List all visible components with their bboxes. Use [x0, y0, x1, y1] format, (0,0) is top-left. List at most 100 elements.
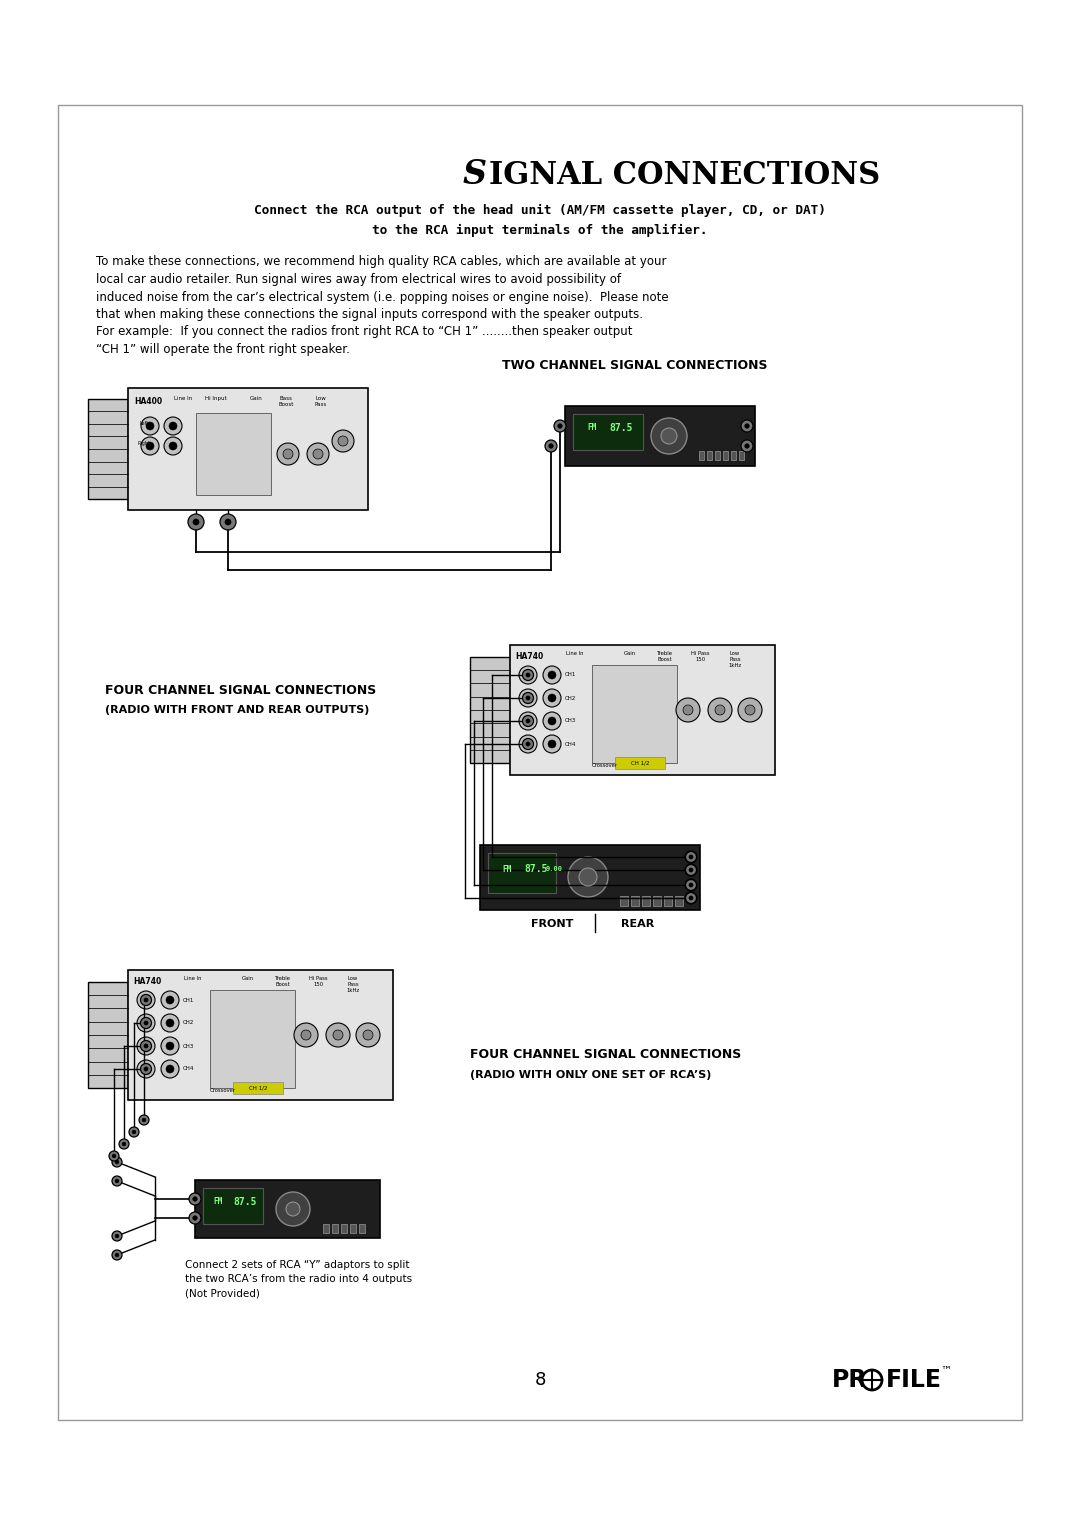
- FancyBboxPatch shape: [592, 665, 677, 762]
- Text: CH1: CH1: [565, 673, 577, 677]
- Text: (RADIO WITH FRONT AND REAR OUTPUTS): (RADIO WITH FRONT AND REAR OUTPUTS): [105, 705, 369, 715]
- Circle shape: [543, 735, 561, 753]
- Circle shape: [651, 418, 687, 454]
- Circle shape: [543, 666, 561, 685]
- Text: Treble
Boost: Treble Boost: [657, 651, 673, 662]
- Circle shape: [141, 438, 159, 454]
- Text: Right: Right: [137, 441, 150, 445]
- Text: Hi Pass
150: Hi Pass 150: [309, 976, 327, 987]
- FancyBboxPatch shape: [480, 845, 700, 910]
- Text: CH3: CH3: [183, 1043, 194, 1049]
- FancyBboxPatch shape: [58, 105, 1022, 1420]
- Circle shape: [519, 735, 537, 753]
- Text: FM: FM: [502, 865, 511, 874]
- Circle shape: [689, 883, 693, 888]
- Circle shape: [523, 692, 534, 703]
- Circle shape: [141, 1019, 150, 1026]
- FancyBboxPatch shape: [350, 1225, 356, 1234]
- Circle shape: [168, 442, 177, 450]
- Circle shape: [116, 1234, 119, 1238]
- Text: Bass
Boost: Bass Boost: [279, 396, 294, 407]
- Text: the two RCA’s from the radio into 4 outputs: the two RCA’s from the radio into 4 outp…: [185, 1273, 413, 1284]
- Circle shape: [116, 1161, 119, 1164]
- Text: FILE: FILE: [886, 1368, 942, 1392]
- Text: Gain: Gain: [242, 976, 254, 981]
- Circle shape: [741, 419, 753, 432]
- Circle shape: [141, 1064, 150, 1074]
- FancyBboxPatch shape: [573, 413, 643, 450]
- Text: FOUR CHANNEL SIGNAL CONNECTIONS: FOUR CHANNEL SIGNAL CONNECTIONS: [470, 1049, 741, 1061]
- FancyBboxPatch shape: [323, 1225, 329, 1234]
- FancyBboxPatch shape: [203, 1188, 264, 1225]
- Circle shape: [161, 1060, 179, 1078]
- Circle shape: [119, 1139, 129, 1148]
- Circle shape: [568, 857, 608, 897]
- FancyBboxPatch shape: [739, 451, 744, 461]
- Circle shape: [164, 416, 183, 435]
- FancyBboxPatch shape: [87, 400, 129, 499]
- Circle shape: [129, 1127, 139, 1138]
- Circle shape: [137, 1060, 156, 1078]
- Circle shape: [526, 695, 530, 700]
- Circle shape: [112, 1250, 122, 1260]
- Circle shape: [579, 868, 597, 886]
- Circle shape: [141, 996, 150, 1003]
- FancyBboxPatch shape: [723, 451, 728, 461]
- FancyBboxPatch shape: [195, 413, 271, 496]
- Circle shape: [132, 1130, 136, 1135]
- Circle shape: [545, 441, 557, 451]
- Circle shape: [683, 705, 693, 715]
- Circle shape: [741, 441, 753, 451]
- Circle shape: [146, 442, 154, 450]
- Text: PR: PR: [832, 1368, 867, 1392]
- Text: TWO CHANNEL SIGNAL CONNECTIONS: TWO CHANNEL SIGNAL CONNECTIONS: [502, 358, 768, 372]
- Circle shape: [519, 666, 537, 685]
- Text: To make these connections, we recommend high quality RCA cables, which are avail: To make these connections, we recommend …: [96, 256, 666, 268]
- Text: FM: FM: [213, 1197, 222, 1206]
- Circle shape: [526, 718, 530, 723]
- FancyBboxPatch shape: [653, 897, 661, 906]
- Circle shape: [140, 1040, 151, 1052]
- Circle shape: [144, 1045, 148, 1048]
- Circle shape: [189, 1212, 201, 1225]
- Circle shape: [685, 865, 697, 875]
- Circle shape: [356, 1023, 380, 1048]
- Text: induced noise from the car’s electrical system (i.e. popping noises or engine no: induced noise from the car’s electrical …: [96, 290, 669, 303]
- Circle shape: [524, 717, 532, 724]
- Circle shape: [557, 424, 563, 429]
- Circle shape: [686, 892, 697, 903]
- Text: Low
Pass
1kHz: Low Pass 1kHz: [347, 976, 360, 993]
- Text: Hi Pass
150: Hi Pass 150: [691, 651, 710, 662]
- Circle shape: [313, 448, 323, 459]
- Circle shape: [686, 880, 697, 891]
- Circle shape: [519, 712, 537, 730]
- FancyBboxPatch shape: [631, 897, 639, 906]
- Text: 9.00: 9.00: [546, 866, 563, 872]
- Circle shape: [286, 1202, 300, 1215]
- FancyBboxPatch shape: [715, 451, 720, 461]
- Circle shape: [301, 1029, 311, 1040]
- FancyBboxPatch shape: [675, 897, 683, 906]
- Circle shape: [543, 712, 561, 730]
- Text: HA400: HA400: [134, 396, 162, 406]
- FancyBboxPatch shape: [642, 897, 650, 906]
- Circle shape: [708, 698, 732, 721]
- Text: Line In: Line In: [174, 396, 192, 401]
- Circle shape: [137, 991, 156, 1010]
- Circle shape: [220, 514, 237, 531]
- Circle shape: [685, 878, 697, 891]
- Text: Gain: Gain: [249, 396, 262, 401]
- Circle shape: [166, 1064, 174, 1074]
- Text: Connect 2 sets of RCA “Y” adaptors to split: Connect 2 sets of RCA “Y” adaptors to sp…: [185, 1260, 409, 1270]
- FancyBboxPatch shape: [332, 1225, 338, 1234]
- Circle shape: [139, 1115, 149, 1125]
- Circle shape: [333, 1029, 343, 1040]
- Text: “CH 1” will operate the front right speaker.: “CH 1” will operate the front right spea…: [96, 343, 350, 355]
- Circle shape: [686, 865, 697, 875]
- Circle shape: [193, 518, 199, 525]
- Text: Crossover: Crossover: [210, 1087, 237, 1093]
- Circle shape: [112, 1176, 122, 1186]
- Circle shape: [523, 715, 534, 726]
- FancyBboxPatch shape: [470, 657, 510, 764]
- Circle shape: [338, 436, 348, 445]
